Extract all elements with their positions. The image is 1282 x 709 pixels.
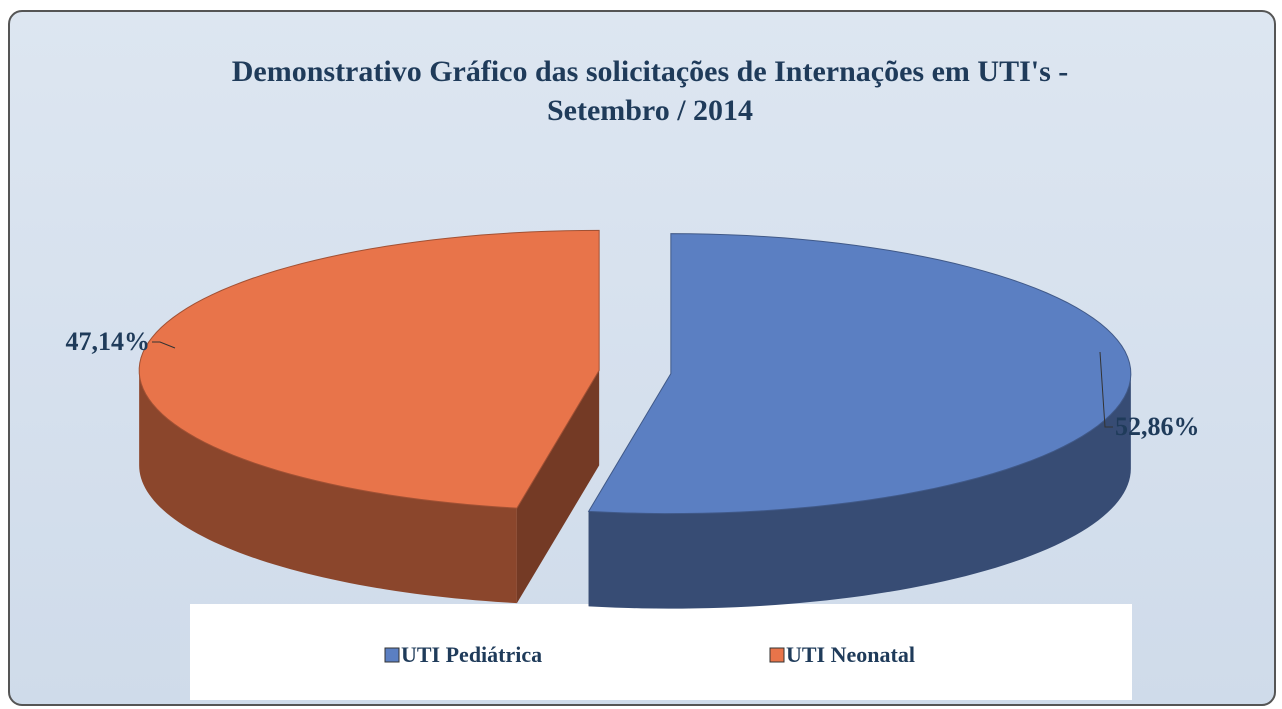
slice-top (587, 233, 1132, 515)
legend-swatch (769, 647, 785, 663)
legend-box (190, 604, 1132, 700)
slice-side (588, 373, 1131, 609)
slice-top (138, 229, 600, 509)
pie-slice (138, 229, 600, 604)
legend-label: UTI Pediátrica (401, 642, 542, 667)
chart-frame: Demonstrativo Gráfico das solicitações d… (8, 10, 1276, 706)
legend-swatch (384, 647, 400, 663)
chart-title: Demonstrativo Gráfico das solicitações d… (231, 55, 1069, 127)
data-label: 52,86% (1115, 412, 1200, 441)
slice-side (139, 370, 517, 604)
leader-line (152, 341, 176, 349)
pie-slice (587, 233, 1132, 609)
chart: 52,86% 47,14% UTI Pediátrica UTI Neonatal (66, 229, 1200, 700)
slice-wall (516, 370, 600, 604)
data-label: 47,14% (66, 327, 151, 356)
leader-line (1099, 351, 1113, 428)
legend-label: UTI Neonatal (786, 642, 915, 667)
